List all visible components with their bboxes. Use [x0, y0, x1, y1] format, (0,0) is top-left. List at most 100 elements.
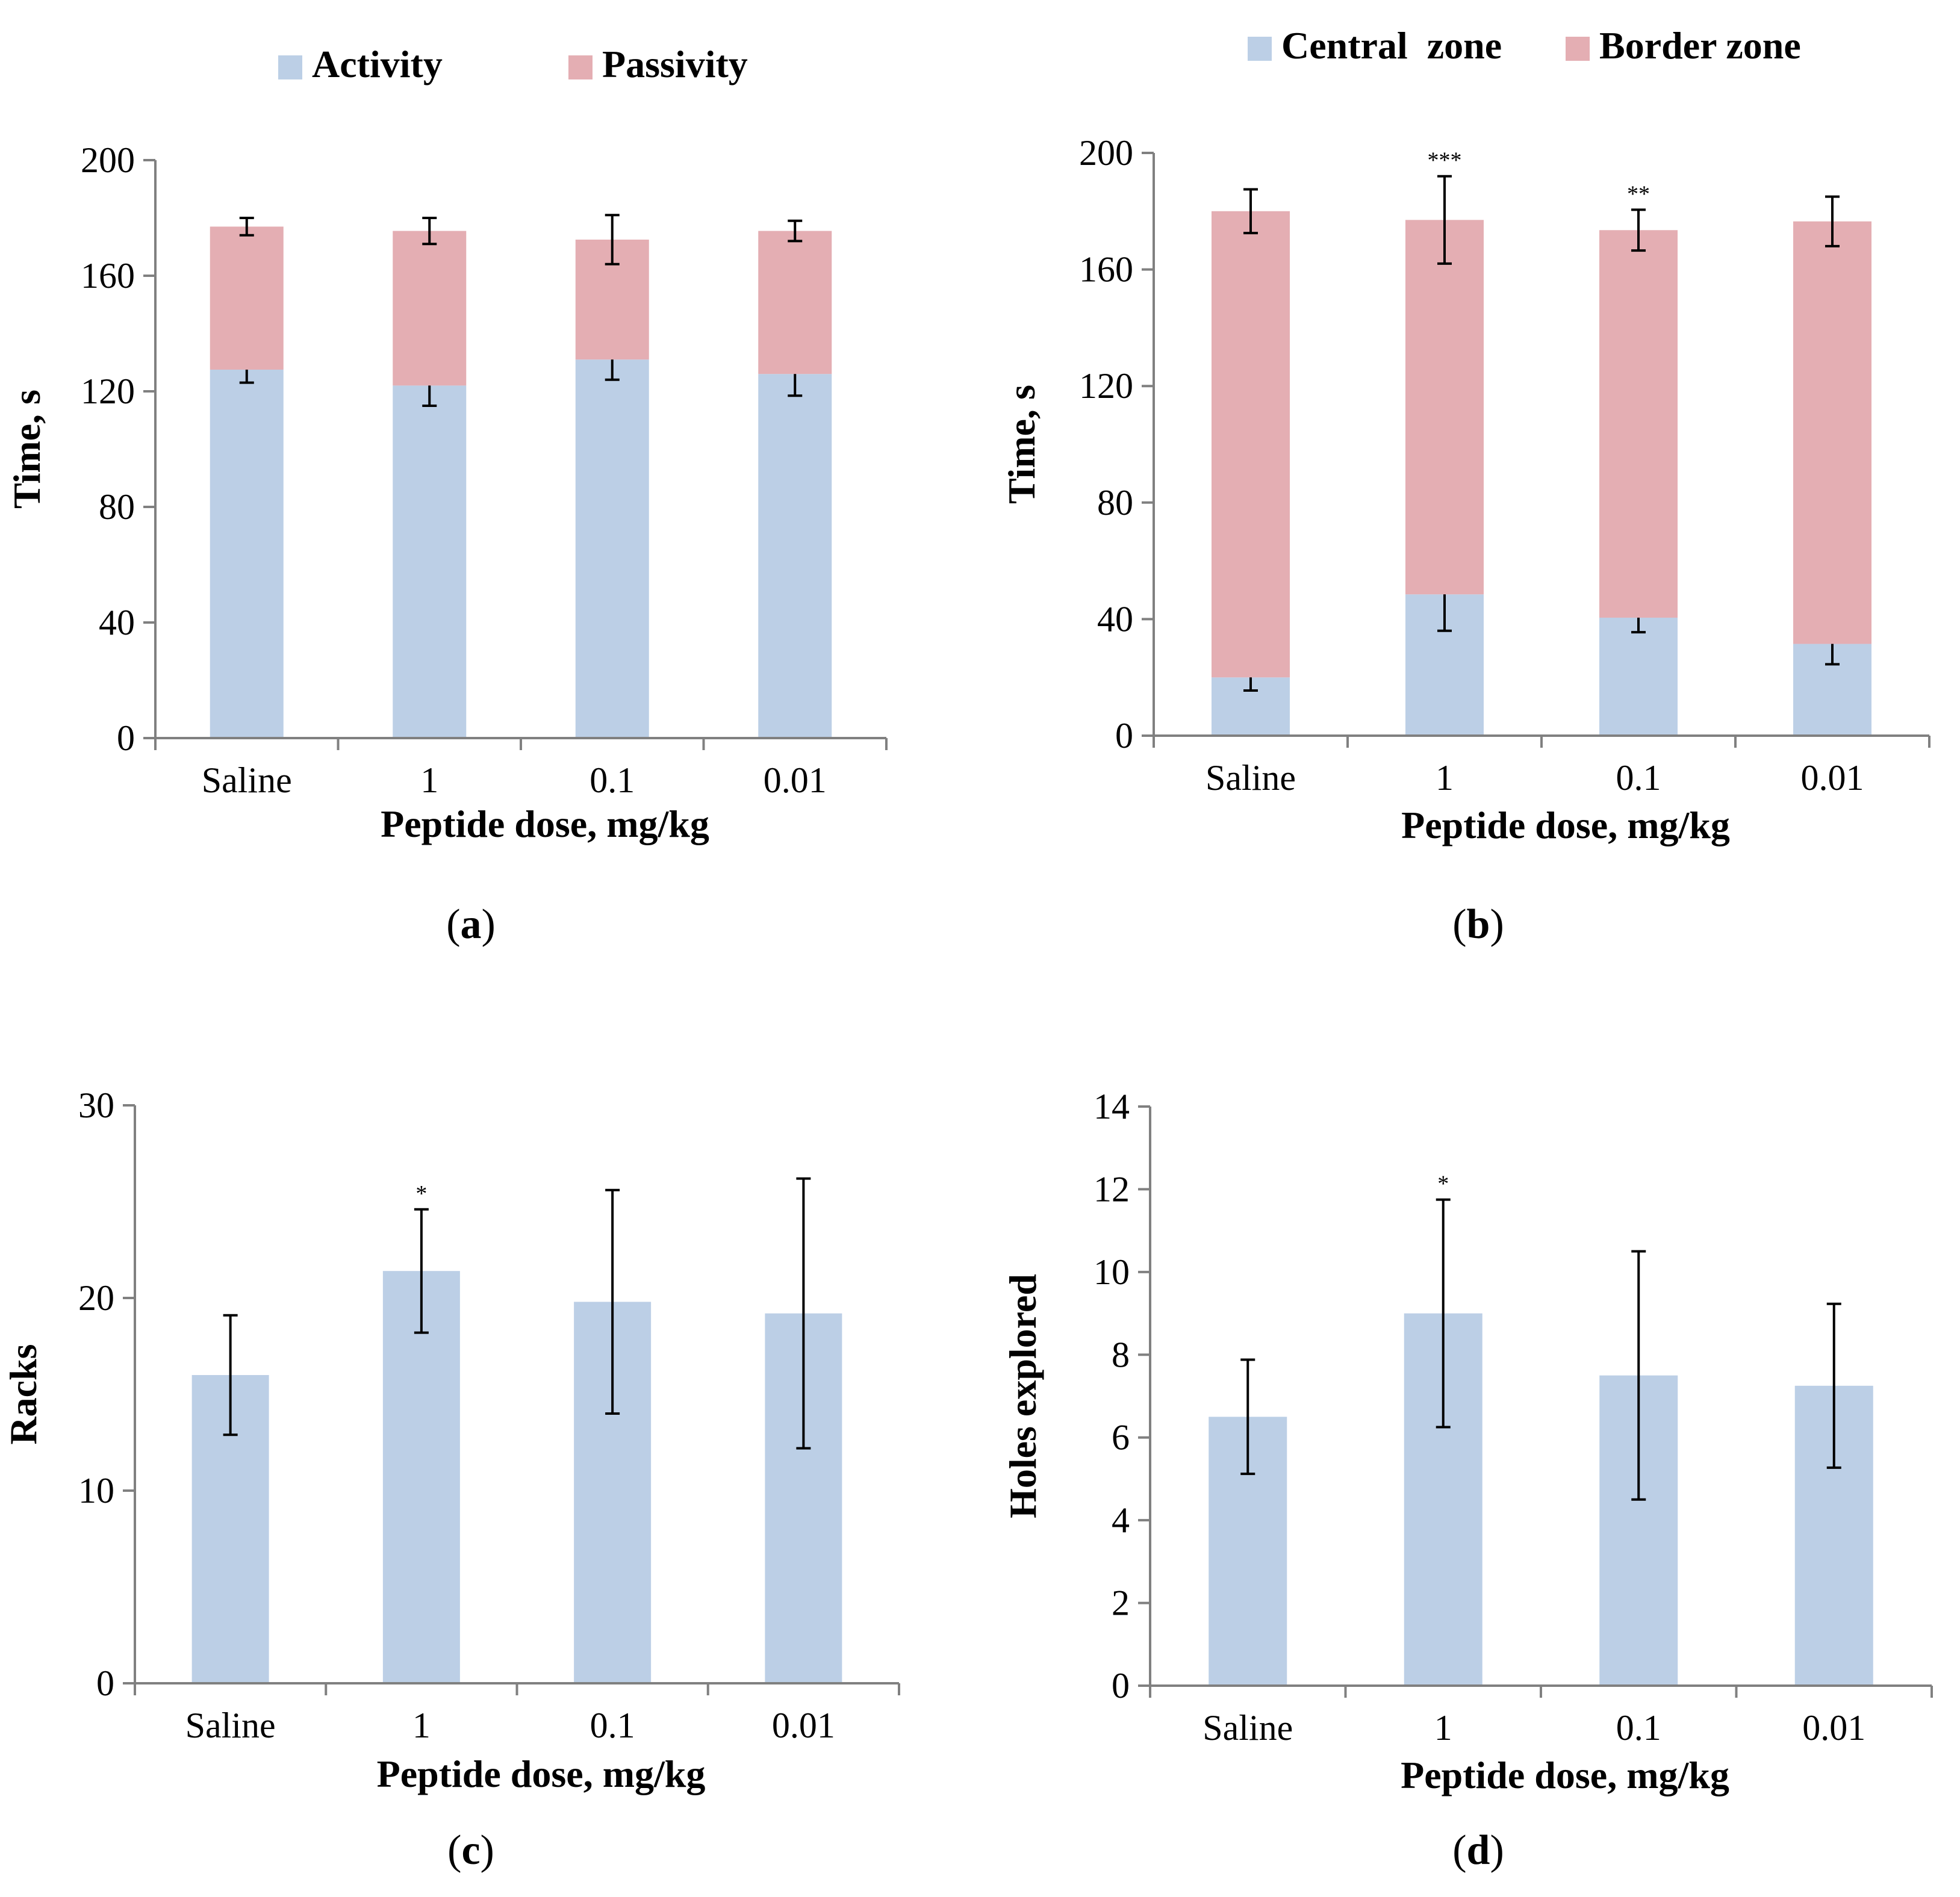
x-tick-label: 0.1	[1616, 1708, 1661, 1748]
panel-label: (a)	[446, 901, 496, 948]
bar-a-activity-1	[393, 385, 467, 738]
bar-b-border-zone-0	[1212, 211, 1290, 678]
legend-label: Central zone	[1281, 24, 1502, 67]
error-bar-d-0-3	[1826, 1302, 1841, 1469]
panel-label-letter: a	[461, 901, 482, 948]
error-bar-a-1-0	[239, 217, 254, 237]
panel-label-letter: c	[461, 1827, 480, 1874]
y-tick-label: 120	[1079, 366, 1133, 406]
x-tick-label: 0.01	[772, 1706, 835, 1745]
panel-label-close: )	[1490, 1827, 1504, 1874]
legend-item: Activity	[278, 43, 443, 85]
y-axis-title: Holes explored	[1001, 1274, 1044, 1518]
error-bar-c-0-0	[223, 1314, 238, 1436]
legend-swatch	[1566, 37, 1590, 61]
y-tick-label: 10	[78, 1471, 114, 1510]
y-tick-label: 30	[78, 1085, 114, 1125]
bar-a-activity-0	[210, 370, 284, 738]
bar-c-racks-1	[382, 1271, 460, 1683]
x-tick-label: 0.1	[590, 1706, 635, 1745]
error-bar-a-1-3	[788, 219, 803, 243]
legend-item: Passivity	[568, 43, 748, 85]
panel-label-close: )	[482, 901, 496, 948]
significance-marker: ***	[1428, 148, 1462, 173]
chart-panel-c: * 0 10 20 30 Saline 1 0.1 0.01 Peptide dose, mg/k…	[2, 1085, 900, 1874]
error-bar-b-1-3	[1825, 195, 1840, 247]
x-tick-label: Saline	[1206, 758, 1296, 798]
bar-b-border-zone-3	[1793, 221, 1871, 644]
y-tick-label: 160	[1079, 250, 1133, 290]
x-tick-label: 1	[412, 1706, 431, 1745]
panel-label-close: )	[1490, 901, 1504, 948]
legend-label: Activity	[312, 43, 443, 85]
x-tick-label: 1	[1434, 1708, 1452, 1748]
y-tick-label: 6	[1112, 1418, 1130, 1458]
legend-swatch	[568, 55, 593, 79]
y-tick-label: 0	[1112, 1666, 1130, 1706]
bar-a-activity-3	[758, 374, 832, 738]
y-tick-label: 40	[1097, 599, 1133, 639]
y-tick-label: 0	[117, 718, 135, 758]
y-tick-label: 80	[1097, 483, 1133, 523]
x-tick-label: 1	[420, 760, 438, 800]
error-bar-c-0-1	[414, 1208, 429, 1334]
error-bar-b-1-2	[1631, 208, 1646, 252]
bar-b-border-zone-1	[1405, 220, 1484, 595]
y-tick-label: 10	[1094, 1252, 1130, 1292]
panel-label-open: (	[446, 901, 460, 948]
panel-label-letter: d	[1467, 1827, 1490, 1874]
x-tick-label: 0.1	[590, 760, 635, 800]
y-tick-label: 14	[1094, 1087, 1130, 1126]
error-bar-c-0-2	[605, 1188, 620, 1415]
x-axis-title: Peptide dose, mg/kg	[1401, 1754, 1729, 1796]
y-tick-label: 0	[1115, 716, 1133, 756]
y-tick-label: 2	[1112, 1583, 1130, 1623]
bar-a-passivity-3	[758, 231, 832, 374]
panel-label: (c)	[447, 1827, 494, 1874]
legend-swatch	[278, 55, 302, 79]
x-tick-label: Saline	[202, 760, 292, 800]
x-tick-label: 0.01	[1802, 1708, 1865, 1748]
y-tick-label: 20	[78, 1278, 114, 1318]
legend-item: Border zone	[1566, 24, 1801, 67]
y-tick-label: 8	[1112, 1335, 1130, 1374]
chart-panel-b: ************04080120160200Saline10.10.01…	[1000, 24, 1930, 948]
x-tick-label: 1	[1436, 758, 1454, 798]
x-axis-title: Peptide dose, mg/kg	[381, 803, 709, 845]
error-bar-a-1-2	[605, 214, 620, 265]
y-tick-label: 200	[81, 140, 135, 180]
y-axis-title: Time, s	[5, 390, 48, 509]
y-tick-label: 120	[81, 371, 135, 411]
x-axis-title: Peptide dose, mg/kg	[1401, 804, 1730, 846]
panel-label-letter: b	[1467, 901, 1490, 948]
legend-label: Passivity	[602, 43, 748, 85]
bar-a-passivity-0	[210, 226, 284, 370]
x-tick-label: Saline	[1202, 1708, 1293, 1748]
y-tick-label: 80	[99, 487, 135, 527]
significance-marker: **	[1627, 181, 1650, 206]
y-tick-label: 0	[96, 1663, 114, 1703]
x-tick-label: 0.1	[1616, 758, 1661, 798]
y-tick-label: 12	[1094, 1169, 1130, 1209]
panel-label: (b)	[1452, 901, 1504, 948]
y-tick-label: 40	[99, 603, 135, 642]
error-bar-d-0-2	[1631, 1250, 1646, 1501]
bar-b-central-zone-2	[1599, 617, 1678, 736]
bar-a-activity-2	[575, 359, 649, 738]
legend-item: Central zone	[1248, 24, 1502, 67]
y-tick-label: 160	[81, 256, 135, 296]
chart-panel-a: 0 40 80 120 160 200 Saline 1 0.1 0.01 Peptide dose…	[5, 43, 888, 948]
panel-label-close: )	[481, 1827, 494, 1874]
y-axis-title: Time, s	[1000, 385, 1043, 504]
error-bar-b-1-1	[1437, 175, 1452, 265]
error-bar-d-0-0	[1240, 1358, 1255, 1476]
y-tick-label: 4	[1112, 1500, 1130, 1540]
chart-panel-d: * 0 2 4 6 8 10 12 14 Saline 1 0.1 0.01 Peptide dose, …	[1001, 1087, 1933, 1874]
error-bar-a-1-1	[422, 217, 437, 246]
error-bar-d-0-1	[1436, 1198, 1451, 1429]
x-tick-label: 0.01	[764, 760, 827, 800]
y-tick-label: 200	[1079, 133, 1133, 173]
legend-swatch	[1248, 37, 1272, 61]
significance-marker: *	[1437, 1172, 1449, 1197]
